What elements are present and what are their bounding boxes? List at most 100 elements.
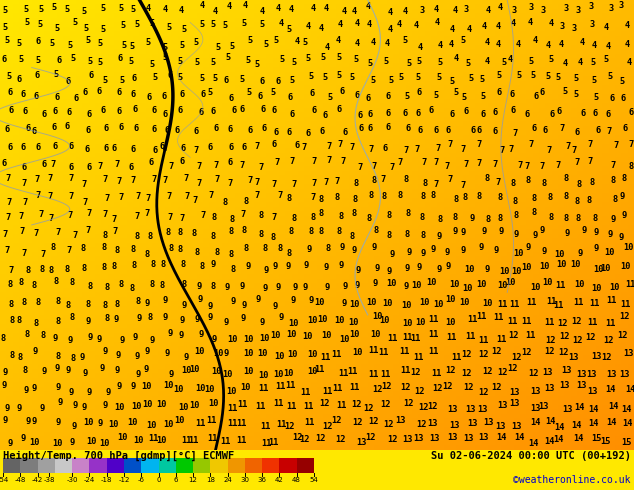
Text: 5: 5 [389,76,394,85]
Text: 13: 13 [467,419,477,428]
Text: 5: 5 [461,93,466,102]
Text: 6: 6 [118,54,123,63]
Text: 4: 4 [179,6,184,15]
Text: 10: 10 [511,267,522,276]
Text: 9: 9 [386,267,391,276]
Text: -30: -30 [67,477,78,483]
Text: 7: 7 [68,174,74,183]
Text: 7: 7 [22,249,27,258]
Text: 4: 4 [515,40,521,49]
Text: 9: 9 [183,353,188,362]
Text: 5: 5 [130,5,136,15]
Text: 6: 6 [146,93,152,102]
Text: 8: 8 [526,176,531,185]
Text: 7: 7 [228,179,233,189]
Text: 8: 8 [102,231,108,240]
Text: 7: 7 [146,194,151,203]
Bar [245,458,262,473]
Text: 7: 7 [118,193,123,202]
Text: 4: 4 [450,24,455,34]
Text: 6: 6 [207,143,212,152]
Text: 9: 9 [150,336,155,345]
Text: 7: 7 [335,177,340,186]
Text: 9: 9 [513,230,519,240]
Text: 5: 5 [607,73,612,81]
Text: 5: 5 [264,40,269,49]
Text: 3: 3 [541,6,546,15]
Text: 6: 6 [134,124,139,133]
Text: 12: 12 [332,416,342,425]
Text: 13: 13 [576,381,587,390]
Text: 8: 8 [148,313,153,322]
Text: 8: 8 [212,214,217,222]
Text: 9: 9 [195,315,200,324]
Bar [158,458,176,473]
Text: 10: 10 [307,316,318,325]
Text: 5: 5 [101,24,106,34]
Text: 14: 14 [555,422,565,432]
Text: 4: 4 [624,21,630,30]
Text: 6: 6 [367,110,373,119]
Text: 13: 13 [483,417,493,427]
Text: 8: 8 [168,245,174,253]
Text: 6: 6 [232,106,237,115]
Text: 9: 9 [32,384,37,393]
Text: 8: 8 [180,260,185,270]
Text: 8: 8 [593,214,598,223]
Text: 7: 7 [357,163,362,172]
Text: 6: 6 [323,111,328,120]
Text: -42: -42 [32,477,43,483]
Text: 9: 9 [167,329,172,338]
Text: 4: 4 [325,43,330,51]
Text: 10: 10 [372,312,382,321]
Text: 10: 10 [477,280,487,289]
Text: 11: 11 [321,353,331,362]
Text: 13: 13 [463,434,474,443]
Text: 9: 9 [198,330,204,339]
Text: 8: 8 [287,249,292,258]
Text: 9: 9 [120,336,125,345]
Text: 10: 10 [243,335,254,344]
Text: 8: 8 [318,227,324,237]
Text: 12: 12 [619,312,630,321]
Text: 9: 9 [56,383,61,392]
Text: 12: 12 [462,369,472,378]
Text: 4: 4 [418,43,423,51]
Text: 3: 3 [619,1,624,10]
Text: 4: 4 [625,40,630,49]
Text: 11: 11 [195,418,206,428]
Text: 10: 10 [195,384,205,393]
Text: 4: 4 [295,37,301,46]
Text: 11: 11 [498,300,508,309]
Text: 5: 5 [479,75,484,84]
Text: 6: 6 [309,89,314,98]
Text: 5: 5 [555,74,561,82]
Text: 9: 9 [133,333,138,342]
Text: 6: 6 [241,143,247,152]
Text: 6: 6 [22,107,28,116]
Text: 9: 9 [26,416,31,425]
Text: 5: 5 [349,73,354,82]
Text: 14: 14 [606,418,617,427]
Text: 8: 8 [66,300,71,310]
Bar [141,458,158,473]
Text: 12: 12 [491,346,501,356]
Text: 7: 7 [196,162,201,171]
Text: 8: 8 [334,193,339,202]
Text: 5: 5 [496,71,501,80]
Text: 13: 13 [538,402,549,411]
Text: 6: 6 [287,93,292,102]
Text: 7: 7 [323,178,328,187]
Text: 9: 9 [478,243,483,252]
Text: 8: 8 [101,243,107,252]
Text: 10: 10 [403,319,413,328]
Text: 9: 9 [533,231,538,240]
Text: 5: 5 [245,56,250,66]
Text: 12: 12 [571,317,582,326]
Text: 30: 30 [240,477,249,483]
Text: 9: 9 [356,266,361,275]
Text: 8: 8 [270,233,276,242]
Text: 5: 5 [167,24,172,32]
Text: 3: 3 [529,3,534,12]
Text: 6: 6 [8,105,13,115]
